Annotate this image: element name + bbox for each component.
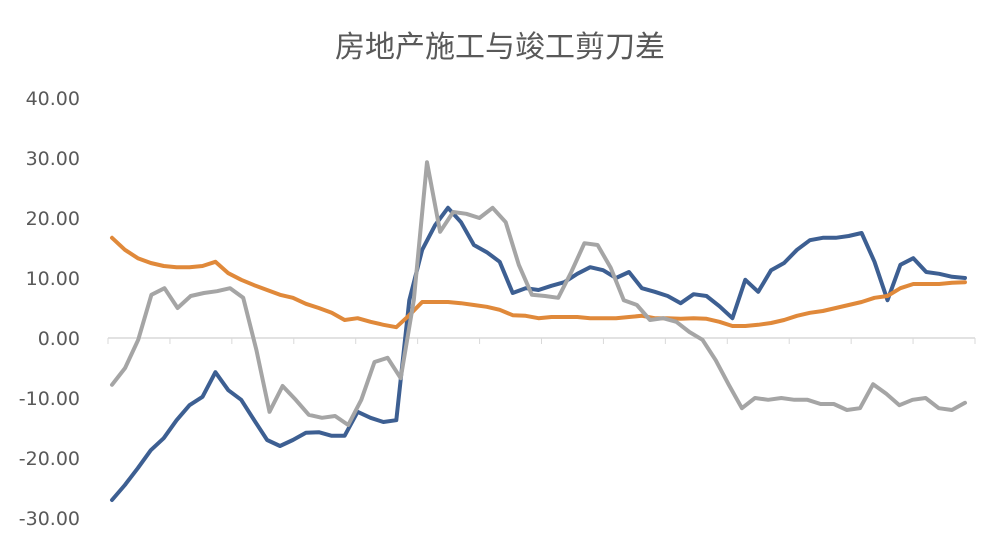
series-line-2 xyxy=(110,235,967,330)
series-line-1 xyxy=(110,205,967,502)
y-tick-label: 10.00 xyxy=(26,268,80,290)
y-tick-label: 30.00 xyxy=(26,148,80,170)
y-tick-label: 40.00 xyxy=(26,88,80,110)
y-tick-label: 20.00 xyxy=(26,208,80,230)
chart-title: 房地产施工与竣工剪刀差 xyxy=(335,30,665,65)
y-tick-label: -20.00 xyxy=(19,448,80,470)
y-tick-label: -30.00 xyxy=(19,508,80,530)
y-tick-label: 0.00 xyxy=(38,328,80,350)
y-tick-label: -10.00 xyxy=(19,388,80,410)
series-line-3 xyxy=(110,160,967,427)
